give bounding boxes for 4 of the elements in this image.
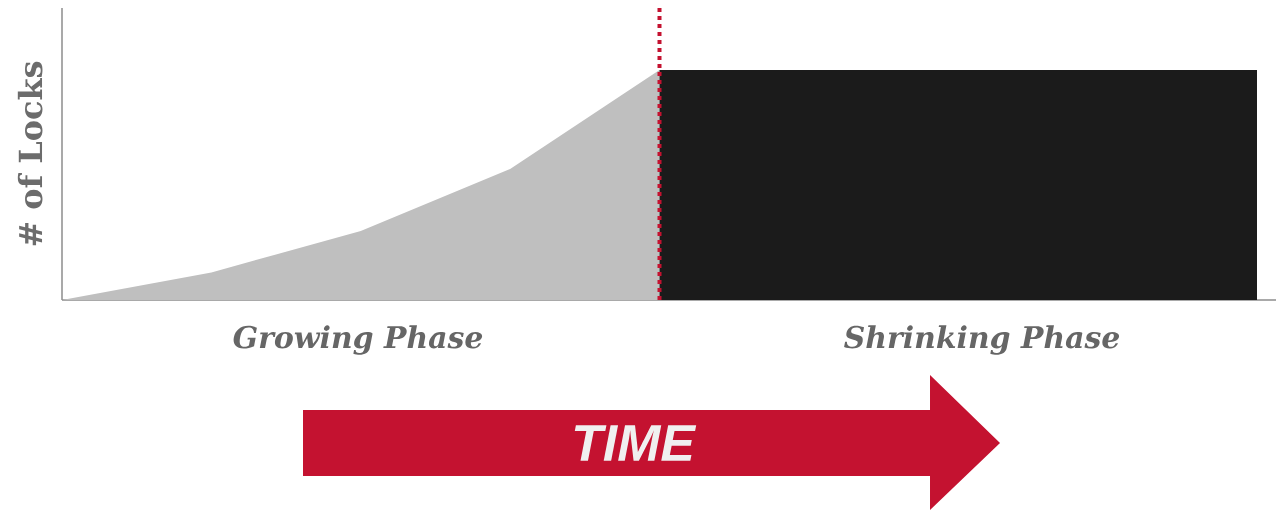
y-axis-title: # of Locks xyxy=(17,61,43,246)
x-axis-title: TIME xyxy=(574,425,697,461)
text: Shrinking Phase xyxy=(844,325,1120,355)
text: Growing Phase xyxy=(233,325,483,355)
